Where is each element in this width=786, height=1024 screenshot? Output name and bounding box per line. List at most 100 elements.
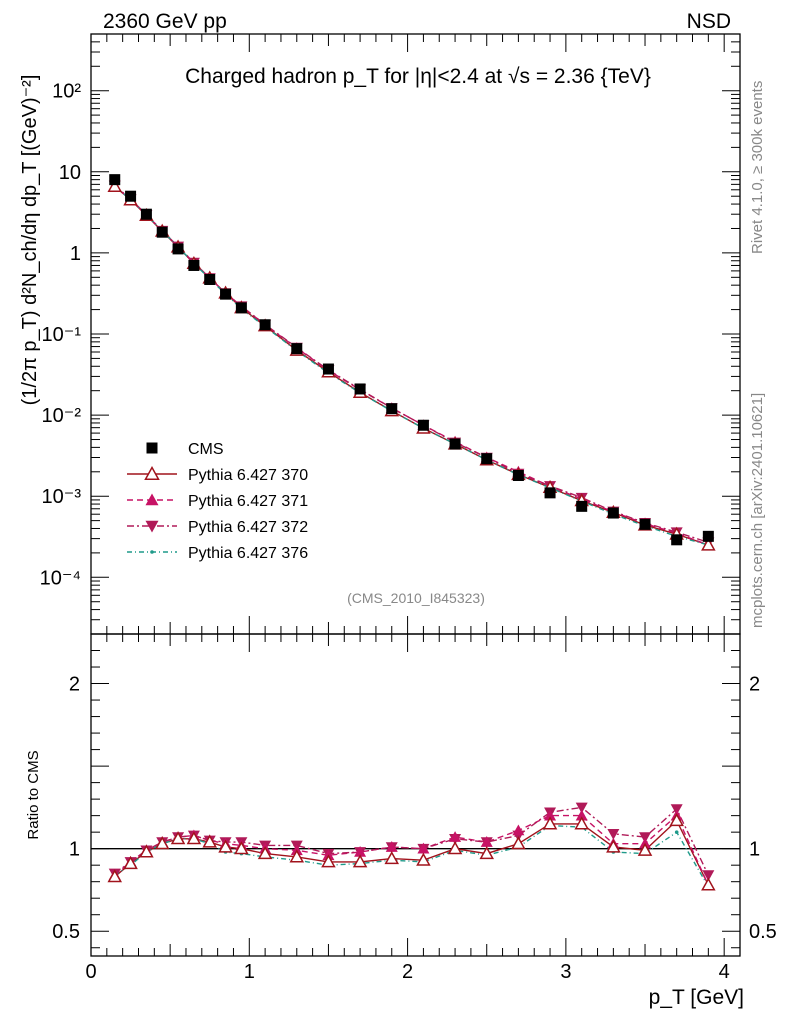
legend-entry: Pythia 6.427 372 (127, 519, 308, 536)
ratio-point (107, 869, 123, 883)
ratio-y-axis-title: Ratio to CMS (25, 750, 42, 839)
x-tick-label: 0 (85, 961, 96, 983)
series-line-pythia-6.427-371 (114, 185, 709, 546)
ratio-point (574, 816, 589, 830)
legend-marker (145, 520, 159, 533)
main-series-group (107, 174, 716, 551)
side-label-rivet: Rivet 4.1.0, ≥ 300k events (749, 81, 766, 254)
ratio-point (575, 809, 588, 821)
side-label-mcplots: mcplots.cern.ch [arXiv:2401.10621] (749, 393, 766, 628)
data-point (417, 419, 429, 431)
data-point (172, 243, 184, 255)
y-tick-label: 10⁻² (42, 405, 82, 427)
data-point (107, 178, 123, 192)
y-tick-label: 10⁻⁴ (40, 567, 81, 589)
data-point (322, 363, 334, 375)
ratio-y-tick-labels: 0.5 0.5 1 1 2 2 (52, 674, 777, 944)
ratio-point (218, 839, 233, 853)
energy-label: 2360 GeV pp (103, 10, 227, 33)
data-point (701, 537, 716, 551)
y-tick-label: 10⁻¹ (42, 324, 82, 346)
ratio-y-tick-label: 1 (69, 839, 80, 861)
series-line-pythia-6.427-376 (114, 185, 709, 546)
legend-entry: Pythia 6.427 371 (127, 493, 308, 510)
legend-label: Pythia 6.427 376 (188, 545, 308, 562)
ratio-point (170, 831, 186, 845)
legend-label: CMS (188, 441, 224, 458)
data-point (125, 190, 137, 202)
ratio-point (352, 854, 368, 868)
ratio-points-pythia-6.427-371 (108, 809, 715, 890)
data-point (481, 453, 493, 465)
ratio-point (321, 854, 336, 868)
ratio-line-pythia-6.427-376 (114, 824, 709, 887)
ratio-points-pythia-6.427-376 (112, 823, 711, 889)
ratio-y-tick-label-right: 0.5 (749, 921, 777, 943)
x-axis-title: p_T [GeV] (649, 986, 744, 1009)
data-point (512, 470, 524, 482)
data-point (156, 226, 168, 238)
ratio-point (702, 870, 715, 882)
data-point (291, 343, 303, 355)
legend-entry: Pythia 6.427 370 (127, 465, 308, 484)
data-point (235, 302, 247, 314)
y-tick-label: 10 (59, 162, 81, 184)
ratio-point (257, 846, 273, 860)
legend-marker (150, 550, 154, 554)
series-line-pythia-6.427-370 (114, 185, 709, 546)
main-y-tick-labels: 10⁻⁴ 10⁻³ 10⁻² 10⁻¹ 1 10 10² (40, 81, 82, 590)
ratio-panel-frame (90, 633, 741, 957)
ratio-point (607, 829, 620, 840)
x-tick-label: 4 (719, 961, 730, 983)
ratio-point (479, 846, 495, 860)
legend-entry: CMS (146, 441, 224, 458)
ratio-point (639, 832, 652, 844)
ratio-point (669, 813, 684, 827)
ratio-point (542, 816, 558, 830)
ratio-point (701, 877, 716, 891)
data-point (607, 507, 619, 519)
legend-marker (145, 493, 159, 506)
ratio-y-tick-label: 0.5 (52, 921, 80, 943)
ratio-point (637, 842, 653, 856)
ratio-point (385, 841, 398, 852)
ratio-point (511, 836, 526, 850)
ratio-point (289, 849, 305, 863)
ratio-point (575, 802, 588, 814)
x-tick-label: 1 (244, 961, 255, 983)
series-points-cms (109, 174, 714, 546)
data-point (639, 518, 651, 530)
data-point (449, 438, 461, 450)
legend: CMS Pythia 6.427 370 Pythia 6.427 371 Pythi… (127, 441, 308, 562)
ratio-point (417, 842, 430, 854)
ratio-point (449, 831, 462, 842)
ratio-axis-ticks (90, 634, 741, 956)
ratio-point (354, 845, 367, 857)
ratio-series-group (91, 802, 740, 891)
legend-entry: Pythia 6.427 376 (127, 545, 308, 562)
ratio-point (123, 855, 138, 870)
ratio-point (447, 841, 463, 855)
legend-marker (146, 442, 158, 454)
ratio-point (416, 852, 431, 866)
data-point (354, 383, 366, 395)
legend-marker (144, 465, 160, 480)
ratio-point (544, 809, 557, 821)
ratio-point (154, 836, 170, 850)
ratio-y-tick-label-right: 2 (749, 674, 760, 696)
data-point (386, 403, 398, 415)
legend-label: Pythia 6.427 372 (188, 519, 308, 536)
data-point (576, 500, 588, 512)
ratio-points-pythia-6.427-370 (107, 813, 716, 891)
ratio-point (670, 804, 683, 816)
main-panel-frame (90, 33, 741, 635)
ratio-point (480, 836, 493, 847)
x-tick-label: 2 (402, 961, 413, 983)
x-tick-label: 3 (560, 961, 571, 983)
ratio-point (202, 834, 217, 848)
data-point (140, 208, 152, 220)
y-tick-label: 10⁻³ (42, 486, 82, 508)
plot-title: Charged hadron p_T for |η|<2.4 at √s = 2… (185, 65, 651, 88)
ratio-y-tick-label: 2 (69, 674, 80, 696)
